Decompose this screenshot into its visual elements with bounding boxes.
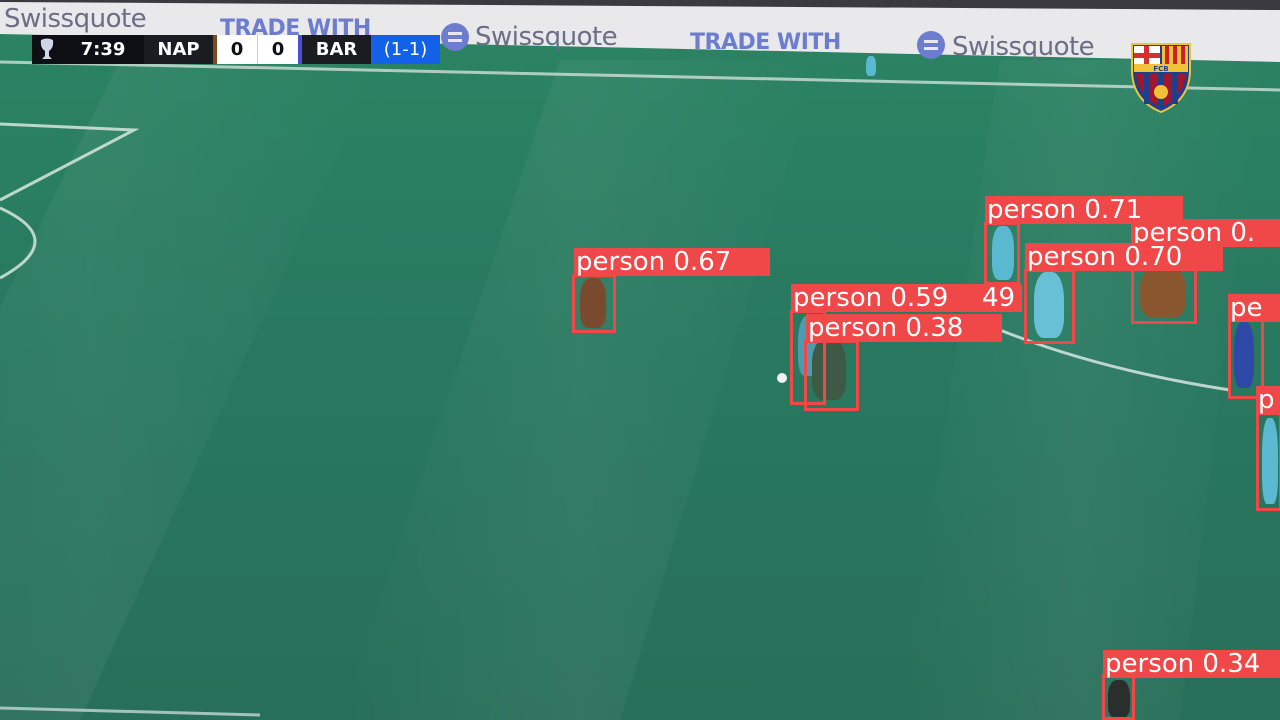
player-figure [992, 226, 1014, 280]
match-clock: 7:39 [62, 35, 144, 64]
away-score: 0 [257, 35, 298, 64]
home-score: 0 [217, 35, 257, 64]
detection-box [984, 222, 1020, 285]
home-team-abbrev: NAP [144, 35, 217, 64]
detection-box [1102, 674, 1135, 720]
swissquote-logo-icon [441, 23, 469, 51]
detection-label: person 0. [1131, 219, 1280, 247]
ad-text-swissquote: Swissquote [475, 22, 618, 52]
detection-box [572, 274, 616, 333]
player-figure [1140, 266, 1186, 318]
player-figure [1108, 680, 1130, 718]
detection-label: person 0.70 [1025, 243, 1223, 271]
player-figure [812, 338, 846, 400]
player-figure [1234, 322, 1254, 388]
detection-label: 49 [980, 284, 1022, 312]
detection-label: person 0.34 [1103, 650, 1280, 678]
ad-text-swissquote: Swissquote [4, 4, 147, 34]
detection-box [1024, 269, 1075, 344]
detection-box [1256, 412, 1280, 511]
detection-label: person 0.38 [806, 314, 1002, 342]
ad-text-trade-with: TRADE WITH [690, 30, 841, 55]
player-figure [866, 56, 876, 76]
detection-label: p [1256, 386, 1280, 414]
player-figure [1262, 418, 1278, 504]
detection-label: person 0.67 [574, 248, 770, 276]
detection-box [804, 340, 859, 411]
europa-league-trophy-icon [32, 35, 62, 64]
ad-text-swissquote: Swissquote [952, 32, 1095, 62]
crest-text: FCB [1153, 65, 1168, 73]
scoreboard: 7:39 NAP 0 0 BAR (1-1) [32, 35, 440, 64]
away-team-abbrev: BAR [298, 35, 371, 64]
player-figure [1034, 272, 1064, 338]
aggregate-score: (1-1) [371, 35, 440, 64]
fc-barcelona-crest-icon: FCB [1131, 43, 1191, 114]
player-figure [580, 278, 606, 328]
detection-label: pe [1228, 294, 1280, 322]
detection-label: person 0.59 [791, 284, 985, 312]
swissquote-logo-icon [917, 31, 945, 59]
